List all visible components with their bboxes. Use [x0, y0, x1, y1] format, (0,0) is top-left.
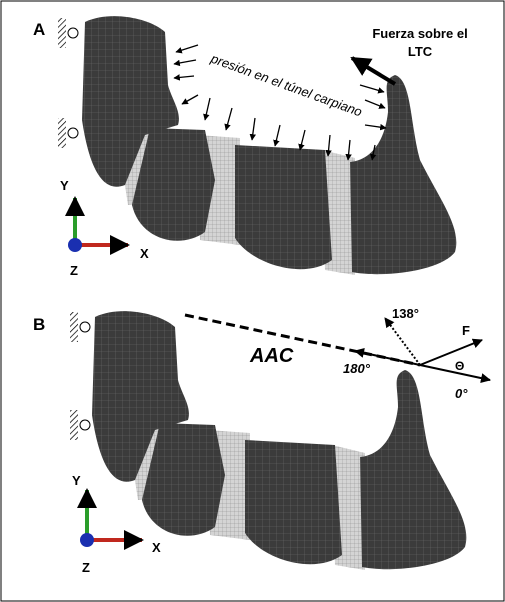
line-label: AAC [249, 345, 294, 367]
angle-label: 180° [343, 361, 371, 376]
axis-z: Z [82, 560, 90, 575]
axis-y: Y [72, 473, 81, 488]
axis-x: X [152, 540, 161, 555]
panel-b: B AAC 138° 180° 0° F Θ Y X Z [5, 297, 500, 575]
pressure-arrows [173, 44, 387, 161]
angle-label: 0° [455, 386, 468, 401]
angle-label: 138° [392, 306, 419, 321]
axis-z: Z [70, 263, 78, 278]
axis-x: X [140, 246, 149, 261]
theta-label: Θ [455, 359, 464, 373]
panel-label: B [33, 315, 45, 334]
force-arrow [350, 56, 397, 86]
force-label: Fuerza sobre el [372, 26, 467, 41]
panel-label: A [33, 20, 45, 39]
axis-y: Y [60, 178, 69, 193]
force-label: LTC [408, 44, 433, 59]
force-label: F [462, 323, 470, 338]
